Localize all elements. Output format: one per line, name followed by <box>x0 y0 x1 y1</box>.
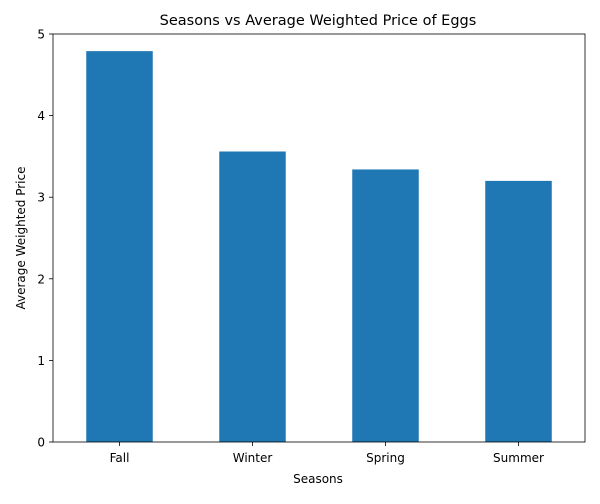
y-tick-label: 3 <box>37 191 45 205</box>
y-tick-label: 1 <box>37 354 45 368</box>
y-tick-label: 4 <box>37 109 45 123</box>
x-tick-label: Summer <box>493 451 544 465</box>
x-axis-label: Seasons <box>293 472 343 486</box>
x-tick-label: Spring <box>366 451 405 465</box>
bar-fall <box>86 51 153 443</box>
y-axis-label: Average Weighted Price <box>14 167 28 310</box>
bar-spring <box>352 169 419 442</box>
axes-frame <box>52 33 586 443</box>
bar-summer <box>485 180 552 442</box>
y-tick-label: 0 <box>37 436 45 450</box>
y-tick-label: 5 <box>37 28 45 42</box>
y-tick-label: 2 <box>37 272 45 286</box>
x-tick-label: Winter <box>233 451 273 465</box>
x-tick-label: Fall <box>110 451 130 465</box>
chart-title: Seasons vs Average Weighted Price of Egg… <box>160 13 477 29</box>
bar-winter <box>219 151 286 442</box>
plot-area: Fall Winter Spring Summer 0 1 2 3 4 5 <box>37 28 586 465</box>
